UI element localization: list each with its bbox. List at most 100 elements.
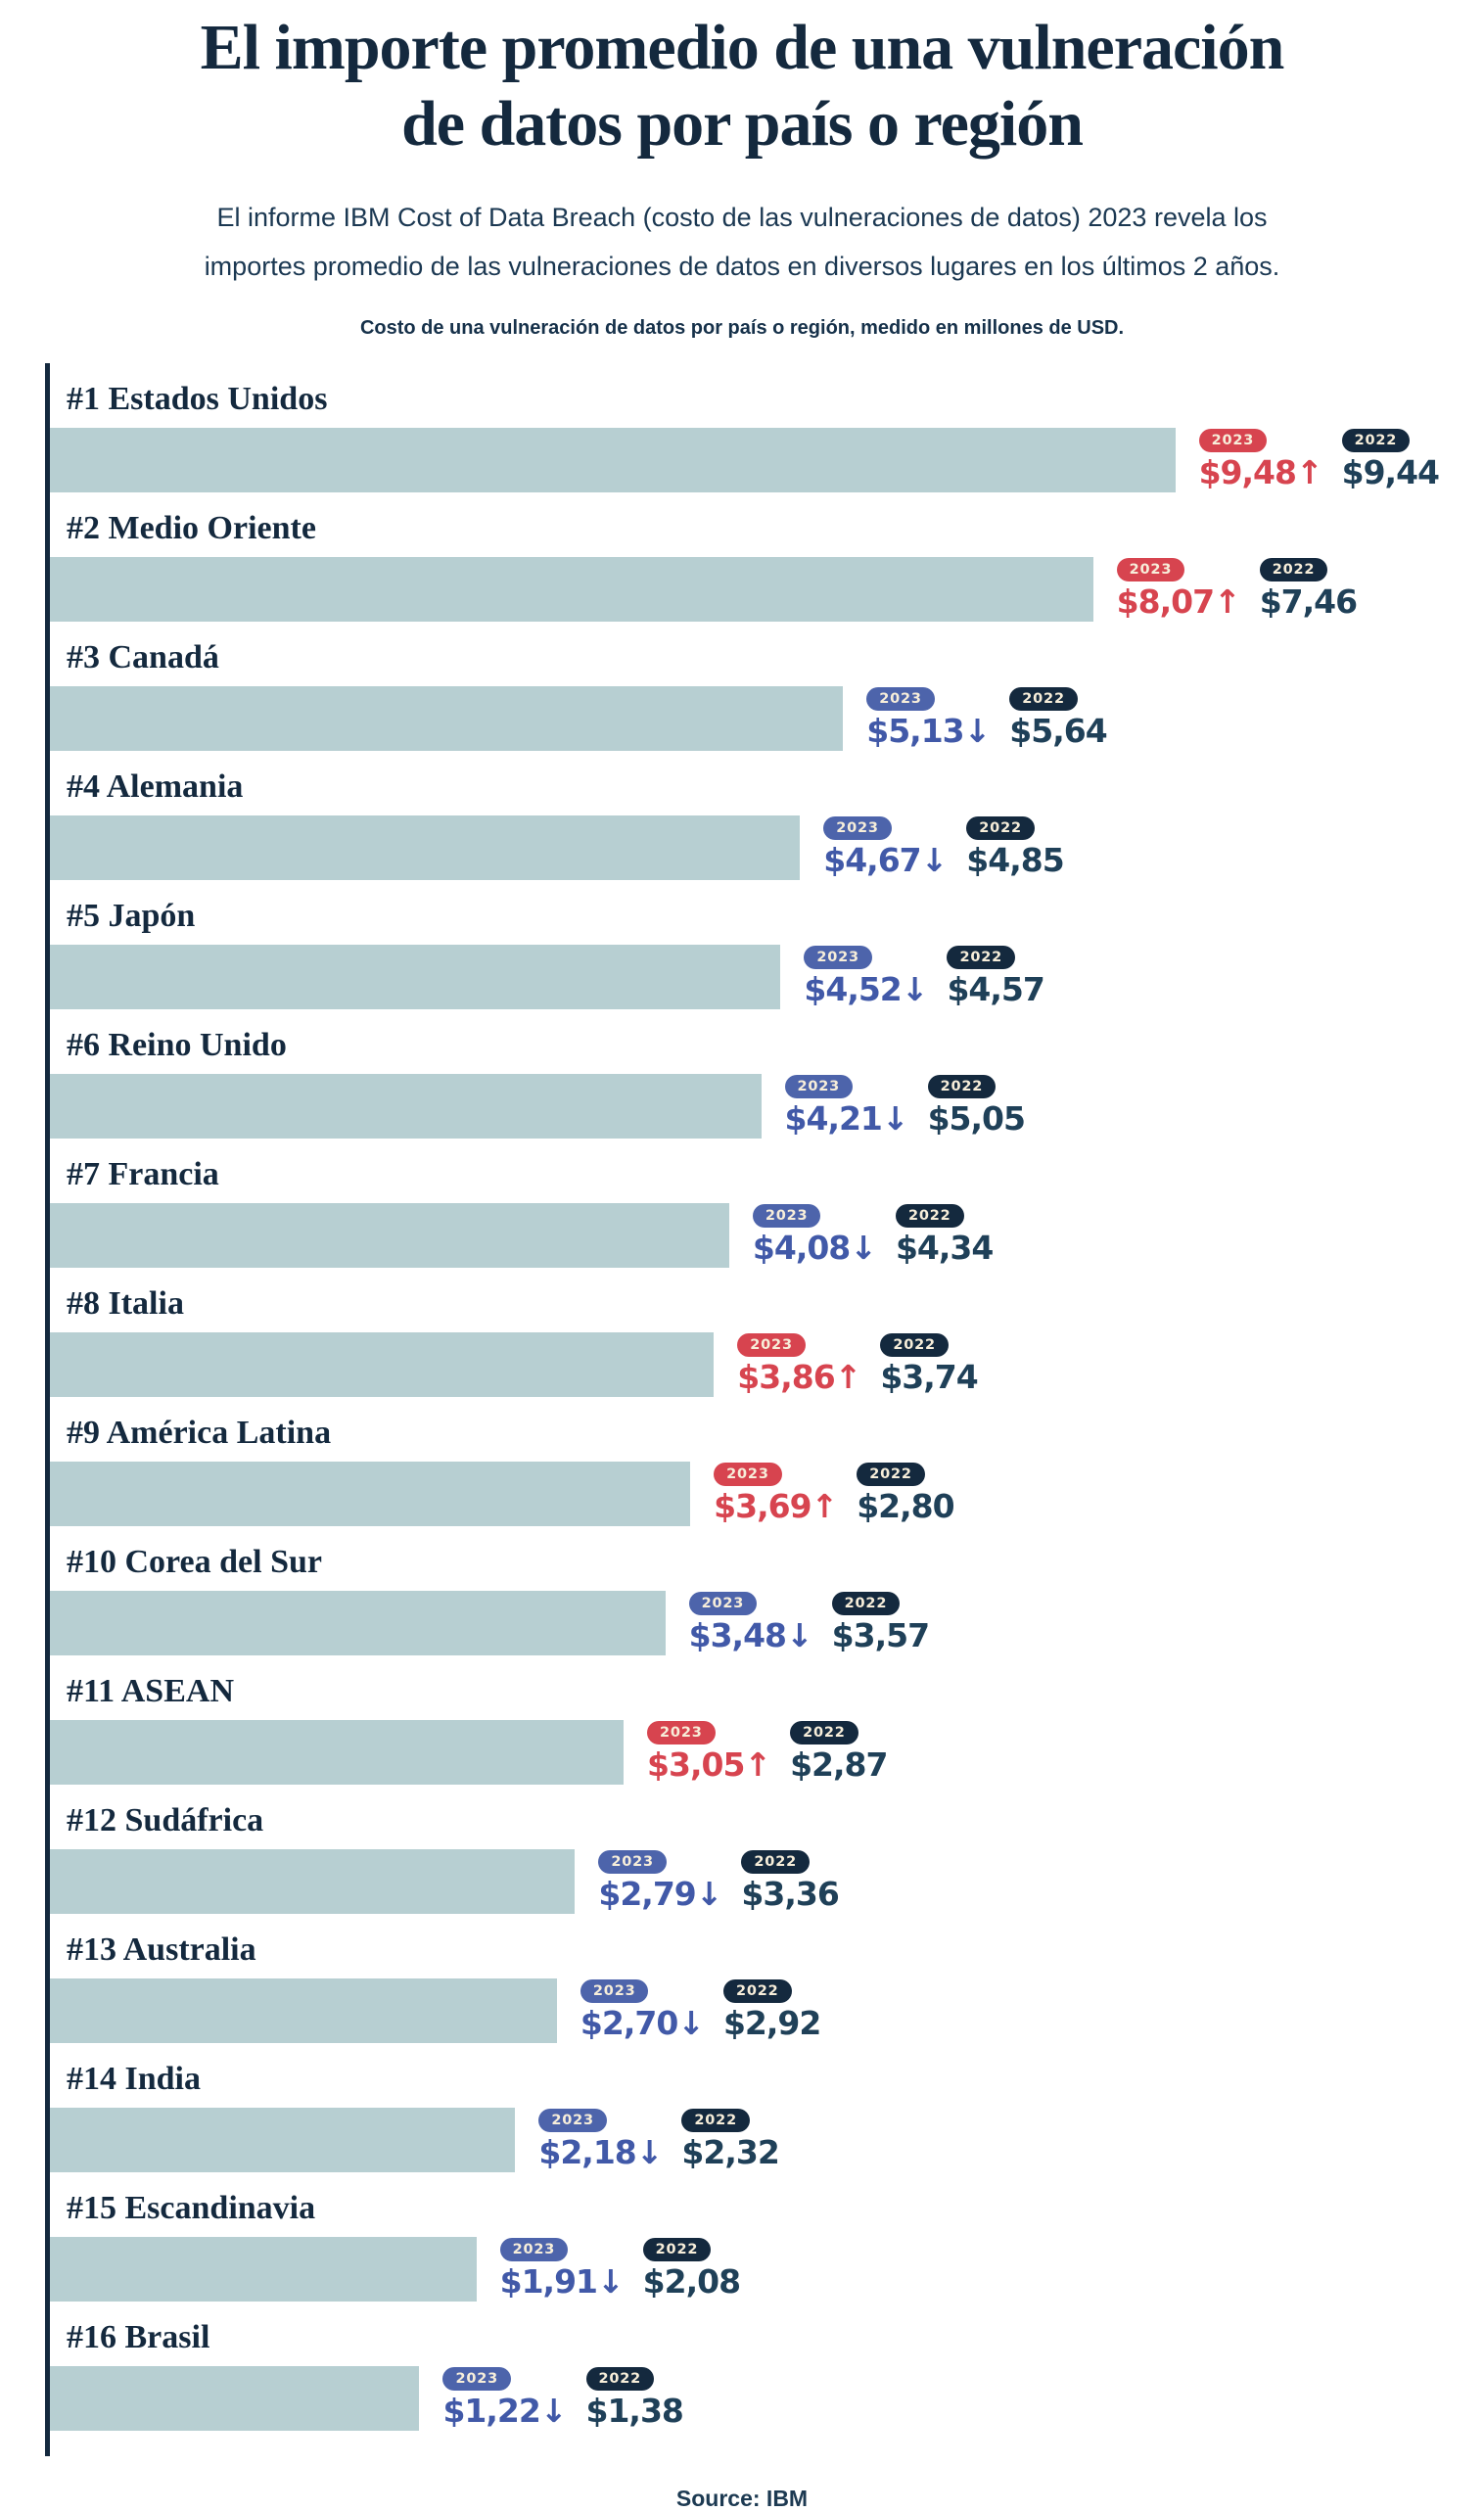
country-label: #10 Corea del Sur [67, 1543, 322, 1580]
badge-2023: 2023 [714, 1462, 782, 1487]
country-label: #1 Estados Unidos [67, 380, 328, 417]
stat-2023: 2023 $3,86↑ [737, 1332, 861, 1396]
value-2023: $2,79↓ [598, 1874, 722, 1913]
badge-2022: 2022 [790, 1720, 858, 1745]
value-bar [50, 814, 801, 880]
value-bar [50, 944, 781, 1009]
page-subtitle: El informe IBM Cost of Data Breach (cost… [96, 194, 1388, 292]
badge-2022: 2022 [1259, 557, 1328, 582]
stat-2022: 2022 $3,36 [741, 1849, 840, 1913]
bar-line: 2023 $3,05↑ 2022 $2,87 [50, 1719, 1439, 1785]
stat-2023: 2023 $1,22↓ [442, 2366, 568, 2430]
stat-2022: 2022 $3,57 [831, 1591, 930, 1654]
bar-line: 2023 $8,07↑ 2022 $7,46 [50, 556, 1439, 622]
bar-line: 2023 $3,48↓ 2022 $3,57 [50, 1590, 1439, 1655]
stat-2023: 2023 $2,18↓ [538, 2108, 663, 2171]
value-2023: $2,70↓ [580, 2003, 705, 2042]
stat-2022: 2022 $4,34 [895, 1203, 994, 1267]
row-stats: 2023 $3,05↑ 2022 $2,87 [647, 1720, 888, 1785]
stat-2022: 2022 $3,74 [880, 1332, 979, 1396]
badge-2023: 2023 [538, 2108, 607, 2133]
country-label: #9 América Latina [67, 1414, 332, 1451]
badge-2022: 2022 [857, 1462, 925, 1487]
badge-2023: 2023 [752, 1203, 821, 1229]
value-2023: $3,48↓ [688, 1615, 813, 1654]
value-bar [50, 556, 1093, 622]
chart-row: #1 Estados Unidos 2023 $9,48↑ 2022 $9,44 [50, 363, 1440, 492]
stat-2023: 2023 $1,91↓ [499, 2237, 625, 2301]
value-bar [50, 1977, 557, 2043]
value-2023: $3,86↑ [737, 1357, 861, 1396]
bar-line: 2023 $2,70↓ 2022 $2,92 [50, 1977, 1439, 2043]
row-stats: 2023 $2,18↓ 2022 $2,32 [538, 2108, 780, 2172]
chart-row: #15 Escandinavia 2023 $1,91↓ 2022 $2,08 [50, 2172, 1439, 2302]
badge-2023: 2023 [499, 2237, 569, 2262]
value-2022: $7,46 [1259, 581, 1358, 621]
country-label: #16 Brasil [67, 2318, 210, 2355]
country-label: #15 Escandinavia [67, 2189, 316, 2226]
country-label: #12 Sudáfrica [67, 1801, 264, 1838]
value-2022: $1,38 [585, 2391, 684, 2430]
stat-2022: 2022 $7,46 [1259, 557, 1358, 621]
badge-2023: 2023 [1198, 428, 1268, 453]
country-label: #2 Medio Oriente [67, 509, 316, 546]
badge-2023: 2023 [784, 1074, 854, 1099]
stat-2022: 2022 $2,87 [790, 1720, 888, 1784]
chart-caption: Costo de una vulneración de datos por pa… [359, 316, 1125, 339]
value-bar [50, 2365, 420, 2431]
chart-row: #7 Francia 2023 $4,08↓ 2022 $4,34 [50, 1139, 1439, 1268]
value-bar [50, 2236, 477, 2302]
value-bar [50, 1331, 715, 1397]
value-2023: $4,67↓ [823, 840, 948, 879]
bar-line: 2023 $3,69↑ 2022 $2,80 [50, 1461, 1439, 1526]
country-label: #13 Australia [67, 1931, 256, 1968]
value-2022: $5,64 [1009, 711, 1107, 750]
value-2023: $1,22↓ [442, 2391, 567, 2430]
bar-line: 2023 $4,52↓ 2022 $4,57 [50, 944, 1439, 1009]
row-stats: 2023 $8,07↑ 2022 $7,46 [1116, 557, 1358, 622]
value-bar [50, 1202, 729, 1268]
stat-2023: 2023 $4,67↓ [823, 815, 948, 879]
stat-2022: 2022 $2,80 [857, 1462, 955, 1525]
page-title-line2: de datos por país o región [401, 87, 1084, 160]
badge-2022: 2022 [585, 2366, 655, 2392]
stat-2022: 2022 $5,05 [927, 1074, 1026, 1138]
stat-2022: 2022 $4,57 [947, 945, 1045, 1008]
page-title-line1: El importe promedio de una vulneración [200, 12, 1285, 83]
bar-line: 2023 $2,79↓ 2022 $3,36 [50, 1848, 1439, 1914]
bar-line: 2023 $4,08↓ 2022 $4,34 [50, 1202, 1439, 1268]
badge-2022: 2022 [927, 1074, 997, 1099]
value-bar [50, 1719, 625, 1785]
row-stats: 2023 $9,48↑ 2022 $9,44 [1198, 428, 1440, 492]
stat-2022: 2022 $9,44 [1341, 428, 1440, 491]
value-2023: $5,13↓ [866, 711, 991, 750]
header: El importe promedio de una vulneración d… [0, 0, 1484, 340]
page-subtitle-line1: El informe IBM Cost of Data Breach (cost… [216, 202, 1268, 232]
chart-rows: #1 Estados Unidos 2023 $9,48↑ 2022 $9,44… [50, 363, 1440, 2431]
badge-2022: 2022 [895, 1203, 964, 1229]
chart-row: #3 Canadá 2023 $5,13↓ 2022 $5,64 [50, 622, 1439, 751]
value-2022: $2,87 [790, 1744, 888, 1784]
badge-2022: 2022 [966, 815, 1035, 841]
page-subtitle-line2: importes promedio de las vulneraciones d… [204, 251, 1280, 281]
badge-2023: 2023 [737, 1332, 806, 1358]
source-note: Source: IBM [675, 2485, 809, 2511]
value-2022: $2,92 [722, 2003, 821, 2042]
stat-2023: 2023 $2,79↓ [598, 1849, 722, 1913]
value-2023: $8,07↑ [1116, 581, 1241, 621]
row-stats: 2023 $3,48↓ 2022 $3,57 [688, 1591, 930, 1655]
country-label: #14 India [67, 2060, 201, 2097]
row-stats: 2023 $3,69↑ 2022 $2,80 [714, 1462, 955, 1526]
badge-2022: 2022 [880, 1332, 949, 1358]
value-2022: $5,05 [927, 1098, 1026, 1138]
bar-line: 2023 $1,91↓ 2022 $2,08 [50, 2236, 1439, 2302]
country-label: #11 ASEAN [67, 1672, 234, 1709]
stat-2023: 2023 $4,52↓ [804, 945, 928, 1008]
value-2023: $4,08↓ [752, 1228, 877, 1267]
stat-2023: 2023 $9,48↑ [1198, 428, 1323, 491]
value-2023: $1,91↓ [499, 2261, 625, 2301]
row-stats: 2023 $4,21↓ 2022 $5,05 [784, 1074, 1026, 1139]
row-stats: 2023 $3,86↑ 2022 $3,74 [737, 1332, 979, 1397]
stat-2022: 2022 $5,64 [1009, 686, 1108, 750]
country-label: #6 Reino Unido [67, 1026, 287, 1063]
